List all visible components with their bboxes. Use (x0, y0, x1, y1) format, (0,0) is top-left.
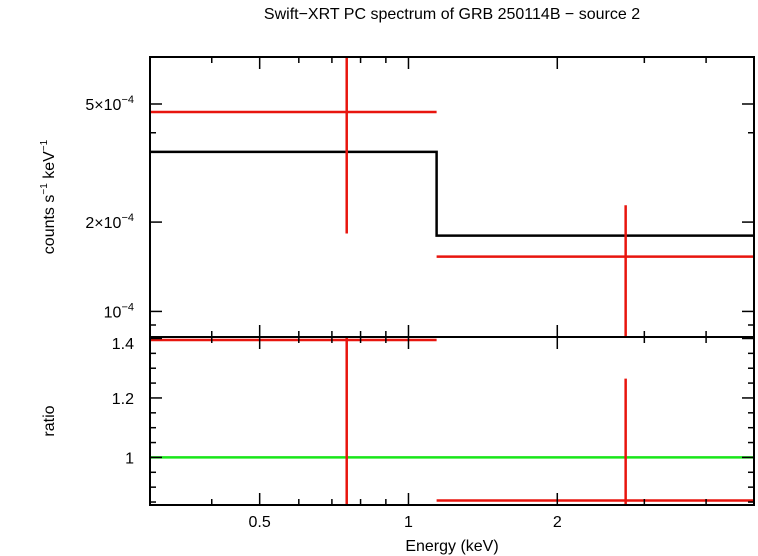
chart-title: Swift−XRT PC spectrum of GRB 250114B − s… (263, 6, 641, 23)
ratio-panel-frame (149, 336, 755, 506)
ratio-data-point (436, 378, 754, 505)
ratio-data-point (150, 337, 437, 505)
model-step-line (150, 150, 754, 237)
y-tick-label: 10−4 (104, 301, 134, 321)
y-axis-label: ratio (41, 405, 58, 436)
spectrum-data-point (436, 205, 754, 337)
y-axis-label: counts s−1 keV−1 (39, 139, 58, 254)
y-tick-label: 1 (125, 450, 134, 467)
x-tick-label: 0.5 (249, 514, 271, 531)
spectrum-data-point (150, 57, 437, 234)
x-tick-label: 1 (404, 514, 413, 531)
y-tick-label: 2×10−4 (85, 212, 134, 232)
x-axis-label: Energy (keV) (405, 538, 498, 555)
y-tick-label: 1.4 (112, 336, 134, 353)
y-tick-label: 1.2 (112, 391, 134, 408)
spectrum-panel-frame (149, 56, 755, 338)
x-tick-label: 2 (553, 514, 562, 531)
y-tick-label: 5×10−4 (85, 94, 134, 114)
